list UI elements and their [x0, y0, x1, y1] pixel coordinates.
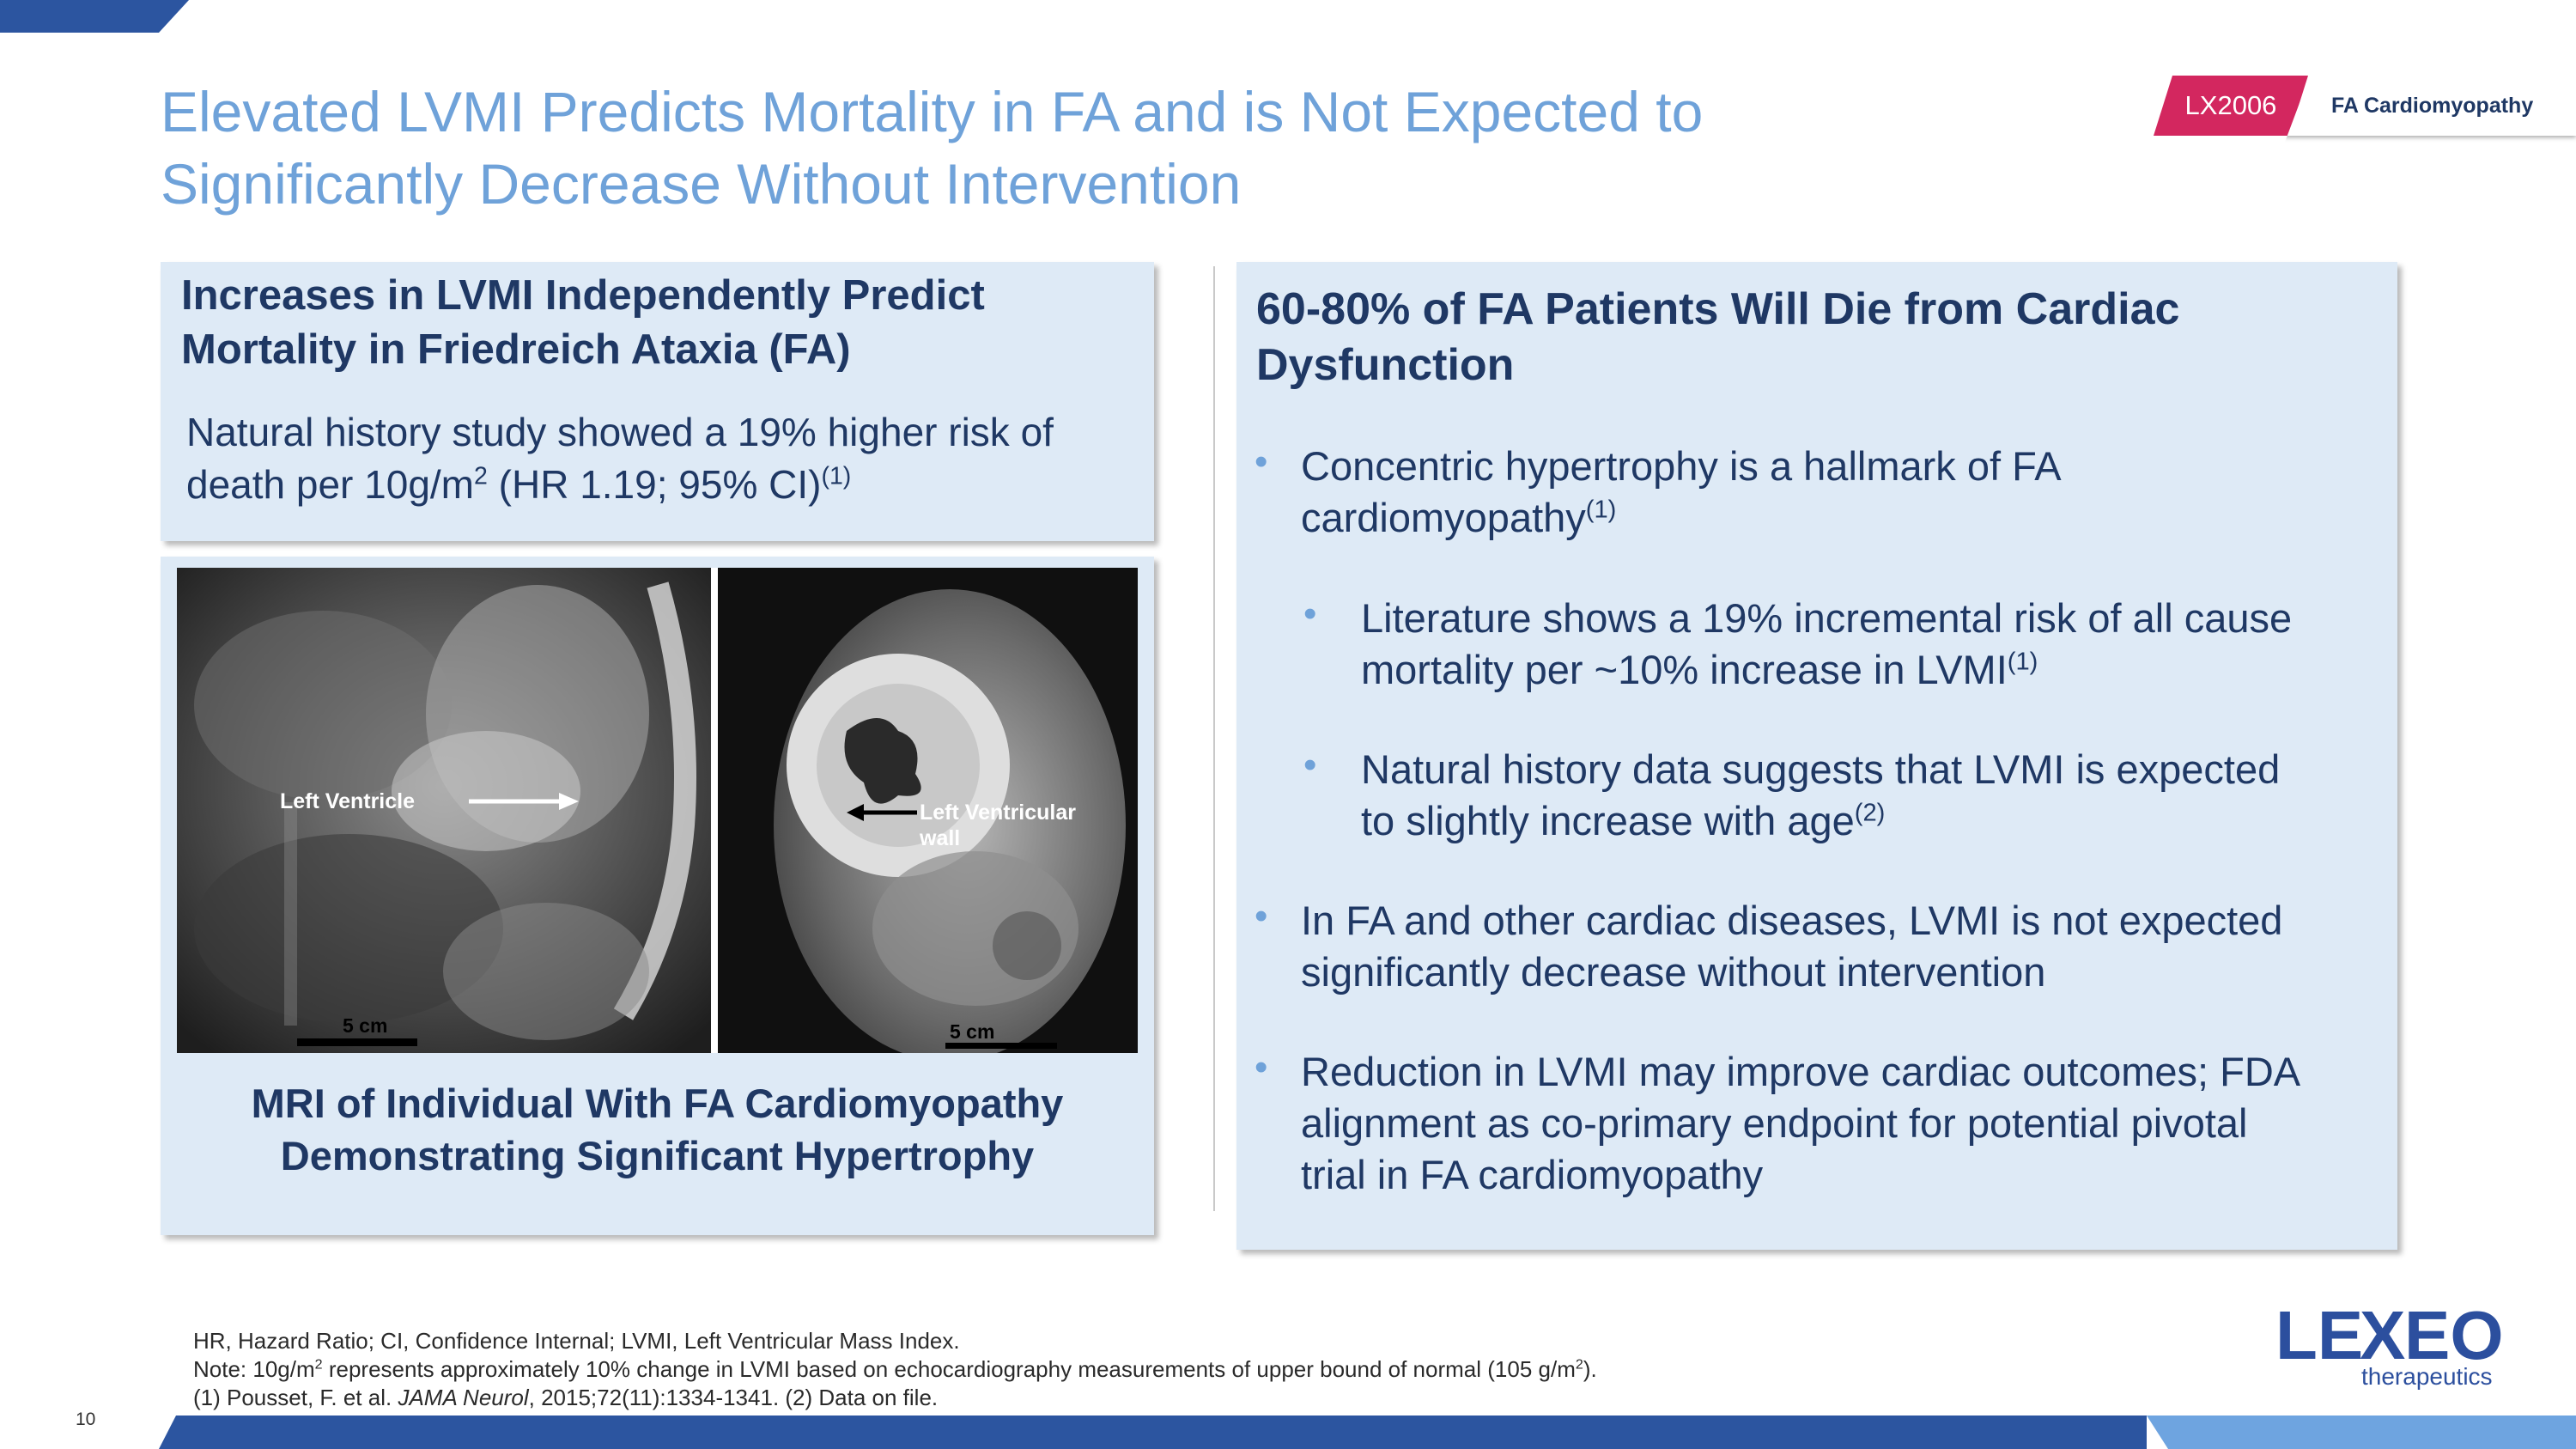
- sub-bullet-item: Natural history data suggests that LVMI …: [1361, 744, 2383, 847]
- reference-marker: (1): [1585, 496, 1617, 524]
- logo-wordmark-x: X: [2360, 1297, 2405, 1373]
- bullet-text: trial in FA cardiomyopathy: [1301, 1152, 1764, 1197]
- bullet-item: Concentric hypertrophy is a hallmark of …: [1301, 441, 2383, 544]
- label-ventricular-wall-2: wall: [919, 826, 960, 850]
- bullet-text: In FA and other cardiac diseases, LVMI i…: [1301, 898, 2283, 943]
- lvmi-mortality-panel: Increases in LVMI Independently Predict …: [161, 262, 1154, 541]
- lvmi-panel-heading: Increases in LVMI Independently Predict …: [181, 269, 1143, 377]
- cardiac-heading-line-2: Dysfunction: [1256, 340, 1515, 390]
- program-label: FA Cardiomyopathy: [2331, 94, 2534, 118]
- lvmi-body-text: (HR 1.19; 95% CI): [487, 462, 822, 507]
- scale-label-right: 5 cm: [950, 1020, 994, 1043]
- footnote-text: , 2015;72(11):1334-1341. (2) Data on fil…: [528, 1385, 939, 1410]
- journal-name: JAMA Neurol: [398, 1385, 529, 1410]
- scale-label-left: 5 cm: [343, 1014, 387, 1037]
- lexeo-logo: LE X EO therapeutics: [2275, 1297, 2504, 1390]
- bullet-item: In FA and other cardiac diseases, LVMI i…: [1301, 895, 2383, 998]
- label-left-ventricle: Left Ventricle: [280, 789, 415, 813]
- top-accent-bar: [0, 0, 189, 33]
- program-code-badge: LX2006: [2154, 76, 2308, 136]
- bullet-text: Natural history data suggests that LVMI …: [1361, 746, 2281, 792]
- superscript: 2: [1575, 1356, 1583, 1373]
- superscript: 2: [474, 462, 488, 490]
- label-ventricular-wall-1: Left Ventricular: [920, 801, 1076, 825]
- bullet-text: Concentric hypertrophy is a hallmark of …: [1301, 443, 2062, 489]
- logo-wordmark-eo: EO: [2404, 1297, 2504, 1373]
- bullet-text: mortality per ~10% increase in LVMI(1): [1361, 644, 2383, 696]
- sub-bullet-dot: •: [1303, 593, 1317, 635]
- mri-caption: MRI of Individual With FA Cardiomyopathy…: [161, 1077, 1154, 1182]
- footnotes: HR, Hazard Ratio; CI, Confidence Interna…: [193, 1327, 2254, 1412]
- reference-marker: (2): [1854, 799, 1886, 827]
- logo-wordmark-le: LE: [2275, 1297, 2363, 1373]
- footnote-note: Note: 10g/m2 represents approximately 10…: [193, 1355, 2254, 1384]
- title-line-1: Elevated LVMI Predicts Mortality in FA a…: [161, 80, 1704, 143]
- sub-bullet-dot: •: [1303, 744, 1317, 786]
- vertical-divider: [1213, 266, 1215, 1211]
- mri-caption-line-2: Demonstrating Significant Hypertrophy: [280, 1133, 1035, 1178]
- title-line-2: Significantly Decrease Without Intervent…: [161, 152, 1242, 216]
- bullet-text: alignment as co-primary endpoint for pot…: [1301, 1100, 2248, 1146]
- footnote-references: (1) Pousset, F. et al. JAMA Neurol, 2015…: [193, 1384, 2254, 1412]
- bullet-text: Reduction in LVMI may improve cardiac ou…: [1301, 1049, 2301, 1094]
- sub-bullet-item: Literature shows a 19% incremental risk …: [1361, 593, 2383, 696]
- lvmi-body-line-1: Natural history study showed a 19% highe…: [186, 410, 1054, 454]
- bullet-item: Reduction in LVMI may improve cardiac ou…: [1301, 1046, 2383, 1201]
- footnote-text: Note: 10g/m: [193, 1356, 315, 1382]
- footnote-text: represents approximately 10% change in L…: [322, 1356, 1576, 1382]
- lvmi-body-line-2: death per 10g/m2 (HR 1.19; 95% CI)(1): [186, 459, 1148, 511]
- cardiac-panel-heading: 60-80% of FA Patients Will Die from Card…: [1256, 282, 2372, 393]
- bullet-dot: •: [1255, 1046, 1268, 1088]
- bottom-accent-bar: [159, 1416, 2576, 1449]
- bullet-text: significantly decrease without intervent…: [1301, 949, 2046, 995]
- footnote-abbreviations: HR, Hazard Ratio; CI, Confidence Interna…: [193, 1328, 960, 1354]
- lvmi-heading-line-1: Increases in LVMI Independently Predict: [181, 272, 985, 319]
- bullet-text: Literature shows a 19% incremental risk …: [1361, 595, 2293, 641]
- lvmi-heading-line-2: Mortality in Friedreich Ataxia (FA): [181, 326, 851, 373]
- page-number: 10: [76, 1409, 96, 1429]
- mri-caption-line-1: MRI of Individual With FA Cardiomyopathy: [251, 1081, 1064, 1126]
- bullet-text-span: mortality per ~10% increase in LVMI: [1361, 647, 2008, 692]
- lvmi-panel-body: Natural history study showed a 19% highe…: [186, 406, 1148, 511]
- footnote-text: ).: [1583, 1356, 1597, 1382]
- footnote-text: (1) Pousset, F. et al.: [193, 1385, 398, 1410]
- mri-panel: Left Ventricle Left Ventricular wall 5 c…: [161, 557, 1154, 1235]
- bullet-text-span: to slightly increase with age: [1361, 798, 1855, 843]
- cardiac-dysfunction-panel: 60-80% of FA Patients Will Die from Card…: [1236, 262, 2397, 1250]
- bullet-text-span: cardiomyopathy: [1301, 495, 1586, 540]
- mri-image: Left Ventricle Left Ventricular wall 5 c…: [177, 568, 1138, 1053]
- page-title: Elevated LVMI Predicts Mortality in FA a…: [161, 76, 2093, 220]
- reference-marker: (1): [2007, 648, 2038, 676]
- bullet-dot: •: [1255, 441, 1268, 483]
- cardiac-heading-line-1: 60-80% of FA Patients Will Die from Card…: [1256, 284, 2180, 334]
- reference-marker: (1): [821, 462, 852, 490]
- logo-subtitle: therapeutics: [2361, 1363, 2493, 1390]
- bullet-text: to slightly increase with age(2): [1361, 795, 2383, 847]
- bullet-dot: •: [1255, 895, 1268, 937]
- program-label-box: FA Cardiomyopathy: [2284, 76, 2576, 136]
- bullet-text: cardiomyopathy(1): [1301, 492, 2383, 544]
- superscript: 2: [314, 1356, 323, 1373]
- lvmi-body-text: death per 10g/m: [186, 462, 475, 507]
- program-tag: LX2006 FA Cardiomyopathy: [2154, 76, 2576, 136]
